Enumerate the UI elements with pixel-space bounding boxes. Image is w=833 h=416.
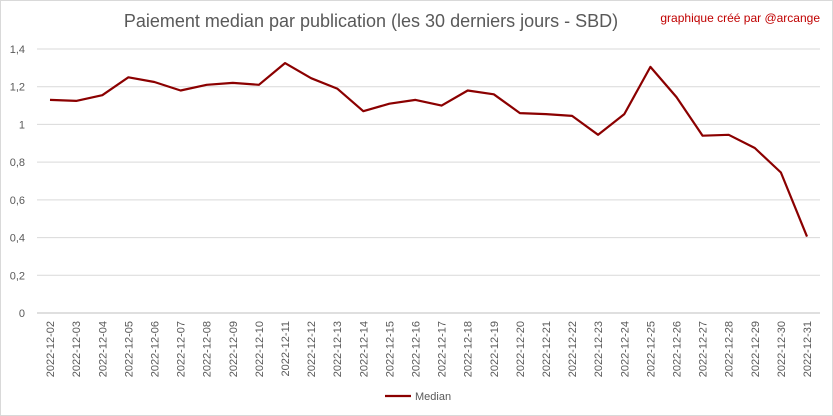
y-tick-label: 0,4 <box>10 233 25 245</box>
x-tick-label: 2022-12-03 <box>71 321 83 377</box>
y-tick-label: 0,6 <box>10 195 25 207</box>
legend-label: Median <box>415 391 451 403</box>
chart-title: Paiement median par publication (les 30 … <box>123 11 619 31</box>
x-tick-label: 2022-12-29 <box>750 321 762 377</box>
x-tick-label: 2022-12-08 <box>202 321 214 377</box>
x-tick-label: 2022-12-12 <box>306 321 318 377</box>
x-tick-label: 2022-12-23 <box>593 321 605 377</box>
x-tick-label: 2022-12-15 <box>384 321 396 377</box>
x-tick-label: 2022-12-22 <box>567 321 579 377</box>
series-line-median <box>49 61 809 238</box>
y-tick-label: 1 <box>19 119 25 131</box>
x-tick-label: 2022-12-18 <box>463 321 475 377</box>
x-tick-label: 2022-12-02 <box>45 321 57 377</box>
chart-credit: graphique créé par @arcange <box>660 11 820 25</box>
x-tick-label: 2022-12-30 <box>776 321 788 377</box>
x-tick-label: 2022-12-24 <box>619 321 631 377</box>
x-tick-label: 2022-12-16 <box>410 321 422 377</box>
x-tick-label: 2022-12-25 <box>645 321 657 377</box>
y-tick-label: 0 <box>19 308 25 320</box>
x-tick-label: 2022-12-20 <box>515 321 527 377</box>
x-tick-label: 2022-12-21 <box>541 321 553 377</box>
y-tick-label: 1,4 <box>10 44 25 56</box>
x-tick-label: 2022-12-26 <box>671 321 683 377</box>
x-tick-label: 2022-12-05 <box>123 321 135 377</box>
x-tick-label: 2022-12-14 <box>358 321 370 377</box>
x-tick-label: 2022-12-17 <box>437 321 449 377</box>
x-tick-label: 2022-12-31 <box>802 321 814 377</box>
x-tick-label: 2022-12-11 <box>280 321 292 376</box>
x-tick-label: 2022-12-13 <box>332 321 344 377</box>
y-tick-label: 1,2 <box>10 82 25 94</box>
x-tick-label: 2022-12-27 <box>698 321 710 377</box>
x-tick-label: 2022-12-04 <box>97 321 109 377</box>
x-tick-label: 2022-12-09 <box>228 321 240 377</box>
x-tick-label: 2022-12-19 <box>489 321 501 377</box>
x-tick-label: 2022-12-07 <box>176 321 188 377</box>
x-tick-label: 2022-12-28 <box>724 321 736 377</box>
x-tick-label: 2022-12-10 <box>254 321 266 377</box>
y-tick-label: 0,8 <box>10 157 25 169</box>
x-tick-label: 2022-12-06 <box>149 321 161 377</box>
y-tick-label: 0,2 <box>10 270 25 282</box>
